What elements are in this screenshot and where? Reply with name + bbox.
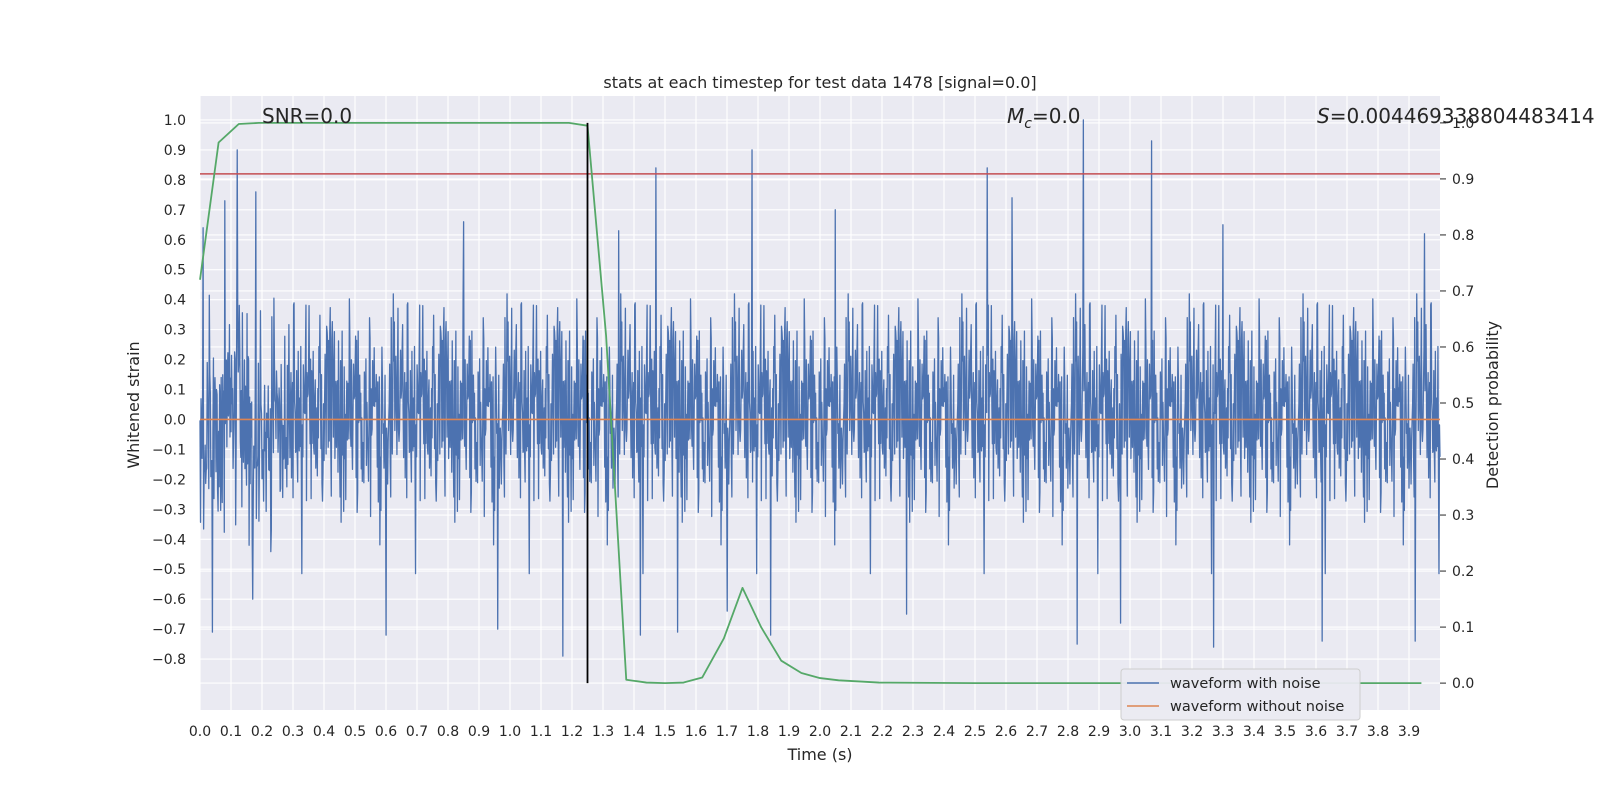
x-tick-label: 3.5	[1274, 724, 1296, 740]
x-tick-label: 3.6	[1305, 724, 1327, 740]
y2-tick-label: 0.3	[1452, 508, 1474, 524]
y-tick-label: 1.0	[164, 113, 186, 129]
y-tick-label: −0.6	[152, 592, 186, 608]
x-tick-label: 0.4	[313, 724, 335, 740]
y-tick-label: 0.2	[164, 353, 186, 369]
chart-title: stats at each timestep for test data 147…	[603, 73, 1036, 92]
y-tick-label: 0.7	[164, 203, 186, 219]
x-tick-label: 1.5	[654, 724, 676, 740]
x-tick-label: 2.5	[964, 724, 986, 740]
x-axis-label: Time (s)	[786, 745, 852, 764]
y2-tick-label: 0.0	[1452, 676, 1474, 692]
x-tick-label: 2.9	[1088, 724, 1110, 740]
x-tick-label: 3.3	[1212, 724, 1234, 740]
x-tick-label: 1.2	[561, 724, 583, 740]
y2-tick-label: 0.8	[1452, 228, 1474, 244]
x-tick-label: 2.6	[995, 724, 1017, 740]
x-tick-label: 1.7	[716, 724, 738, 740]
x-tick-label: 1.4	[623, 724, 645, 740]
x-tick-label: 3.1	[1150, 724, 1172, 740]
y-tick-label: 0.3	[164, 323, 186, 339]
y-tick-label: −0.3	[152, 502, 186, 518]
y-tick-label: −0.2	[152, 472, 186, 488]
y-tick-label: −0.1	[152, 442, 186, 458]
y-tick-label: −0.7	[152, 622, 186, 638]
chirp-mass-annotation: Mc=0.0	[1007, 104, 1081, 132]
y2-axis-label: Detection probability	[1483, 321, 1502, 489]
noise-line	[199, 119, 1441, 657]
y-tick-label: 0.0	[164, 412, 186, 428]
y-tick-labels: −0.8 −0.7 −0.6 −0.5 −0.4 −0.3 −0.2 −0.1 0.0 0.1 0.…	[152, 113, 186, 668]
x-tick-label: 3.2	[1181, 724, 1203, 740]
x-tick-label: 1.1	[530, 724, 552, 740]
legend-box	[1120, 668, 1361, 721]
y-tick-label: −0.5	[152, 562, 186, 578]
y2-tick-label: 0.5	[1452, 396, 1474, 412]
probability-line	[199, 121, 1422, 685]
legend: waveform with noise waveform without noi…	[1120, 668, 1361, 721]
y2-tick-labels: 0.0 0.1 0.2 0.3 0.4 0.5 0.6 0.7 0.8 0.9 1.0	[1440, 116, 1474, 692]
x-tick-label: 2.4	[933, 724, 955, 740]
y2-tick-label: 1.0	[1452, 116, 1474, 132]
x-tick-labels: 0.0 0.1 0.2 0.3 0.4 0.5 0.6 0.7 0.8 0.9 1.0 1.1 1.2 1…	[189, 724, 1420, 740]
s-value: =0.004469338804483414	[1330, 104, 1595, 128]
y-tick-label: 0.8	[164, 173, 186, 189]
x-tick-label: 3.0	[1119, 724, 1141, 740]
x-tick-label: 2.7	[1026, 724, 1048, 740]
x-tick-label: 0.6	[375, 724, 397, 740]
legend-label-noise: waveform with noise	[1170, 676, 1321, 692]
series-detection-probability	[199, 121, 1422, 685]
x-tick-label: 1.3	[592, 724, 614, 740]
x-tick-label: 3.7	[1336, 724, 1358, 740]
y-tick-label: 0.6	[164, 233, 186, 249]
chirp-mass-subscript: c	[1024, 116, 1032, 132]
x-tick-label: 2.2	[871, 724, 893, 740]
legend-label-clean: waveform without noise	[1170, 699, 1344, 715]
y-tick-label: 0.4	[164, 293, 186, 309]
x-tick-label: 0.2	[251, 724, 273, 740]
y2-tick-label: 0.7	[1452, 284, 1474, 300]
chirp-mass-value: =0.0	[1032, 104, 1081, 128]
x-tick-label: 2.0	[809, 724, 831, 740]
chirp-mass-symbol: M	[1007, 104, 1024, 128]
x-tick-label: 3.9	[1398, 724, 1420, 740]
y-tick-label: 0.1	[164, 383, 186, 399]
x-tick-label: 0.8	[437, 724, 459, 740]
x-tick-label: 1.0	[499, 724, 521, 740]
snr-annotation: SNR=0.0	[262, 104, 352, 128]
y-tick-label: 0.9	[164, 143, 186, 159]
x-tick-label: 0.9	[468, 724, 490, 740]
x-tick-label: 0.0	[189, 724, 211, 740]
x-tick-label: 2.1	[840, 724, 862, 740]
x-tick-label: 0.3	[282, 724, 304, 740]
y-tick-label: −0.4	[152, 532, 186, 548]
y-tick-label: −0.8	[152, 652, 186, 668]
y2-tick-label: 0.9	[1452, 172, 1474, 188]
x-tick-label: 2.3	[902, 724, 924, 740]
series-waveform-with-noise	[199, 119, 1441, 657]
x-tick-label: 1.6	[685, 724, 707, 740]
s-annotation: S=0.004469338804483414	[1317, 104, 1595, 128]
y2-tick-label: 0.1	[1452, 620, 1474, 636]
x-tick-label: 1.8	[747, 724, 769, 740]
y2-tick-label: 0.6	[1452, 340, 1474, 356]
x-tick-label: 3.4	[1243, 724, 1265, 740]
s-symbol: S	[1317, 104, 1330, 128]
y2-tick-label: 0.4	[1452, 452, 1474, 468]
x-tick-label: 2.8	[1057, 724, 1079, 740]
x-tick-label: 0.5	[344, 724, 366, 740]
x-tick-label: 1.9	[778, 724, 800, 740]
x-tick-label: 3.8	[1367, 724, 1389, 740]
x-tick-label: 0.1	[220, 724, 242, 740]
y-axis-label: Whitened strain	[124, 341, 143, 468]
y2-tick-label: 0.2	[1452, 564, 1474, 580]
y-tick-label: 0.5	[164, 263, 186, 279]
x-tick-label: 0.7	[406, 724, 428, 740]
